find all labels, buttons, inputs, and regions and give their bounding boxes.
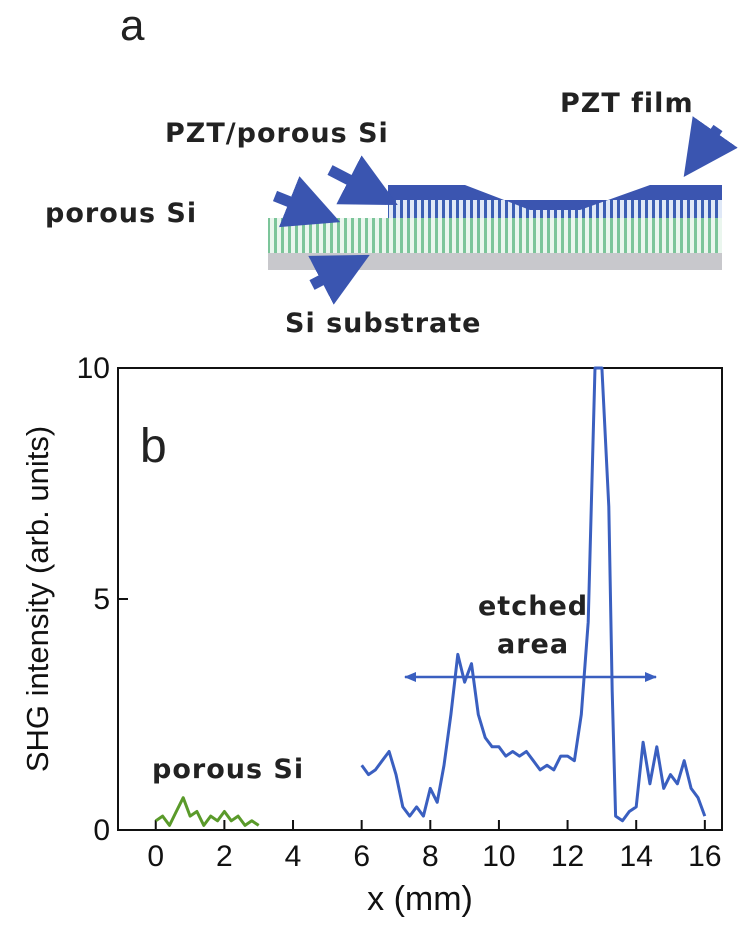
annotation: etched	[478, 591, 588, 622]
x-tick-label: 0	[147, 840, 164, 873]
label: Si substrate	[285, 308, 481, 339]
label: PZT film	[560, 88, 694, 119]
x-tick-label: 6	[353, 840, 370, 873]
porous-layer	[268, 218, 722, 253]
series-line	[360, 366, 707, 823]
y-tick-label: 0	[93, 814, 110, 847]
panel-label: a	[120, 1, 145, 50]
arrows	[272, 116, 738, 305]
chart: b x (mm) SHG intensity (arb. units) etch…	[20, 352, 723, 918]
panel-label: b	[140, 420, 167, 473]
x-tick-label: 14	[620, 840, 653, 873]
label: porous Si	[45, 198, 197, 229]
pzt-film	[388, 185, 722, 210]
x-tick-label: 10	[482, 840, 515, 873]
label: PZT/porous Si	[165, 118, 389, 149]
y-tick-label: 5	[93, 583, 110, 616]
x-tick-label: 2	[216, 840, 233, 873]
annotation: area	[497, 629, 569, 660]
x-tick-label: 4	[285, 840, 302, 873]
substrate	[268, 253, 722, 270]
y-tick-label: 10	[77, 352, 110, 385]
x-tick-label: 12	[551, 840, 584, 873]
series-line	[154, 796, 260, 827]
x-tick-label: 8	[422, 840, 439, 873]
annotation: porous Si	[152, 754, 304, 785]
x-tick-label: 16	[688, 840, 721, 873]
x-axis-title: x (mm)	[367, 880, 473, 918]
y-axis-title: SHG intensity (arb. units)	[20, 426, 55, 772]
